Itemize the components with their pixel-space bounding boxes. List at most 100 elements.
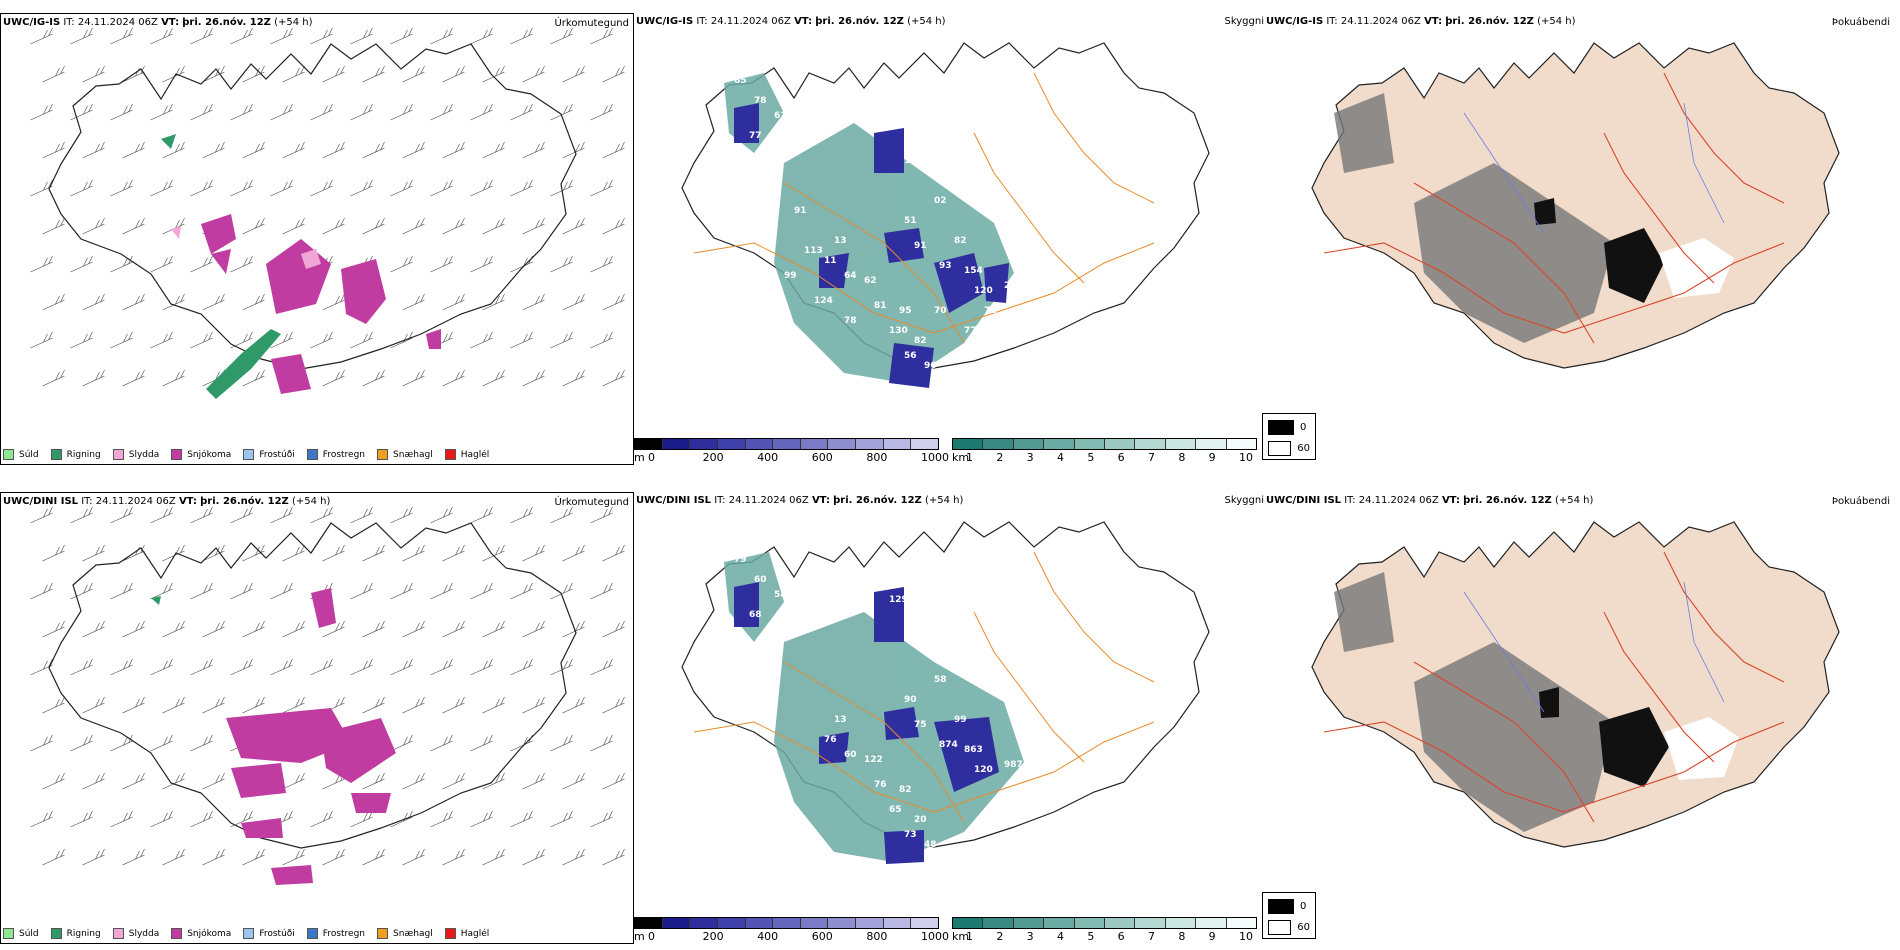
visibility-map-top: 65 78 61 77 65 95 100 02 02 51 91 82 93 154 120 214 13 11… (681, 42, 1210, 388)
colorbar-tick-label: 5 (1087, 451, 1095, 464)
wind-barb (42, 848, 65, 866)
wind-barb (350, 506, 373, 524)
colorbar-segment (1013, 439, 1045, 449)
colorbar-segment (800, 918, 829, 928)
wind-barb (550, 179, 573, 197)
wind-barb (522, 65, 545, 83)
colorbar-tick-label: 600 (811, 930, 833, 943)
colorbar-segment (1196, 918, 1227, 928)
wind-barb (202, 544, 225, 562)
legend-swatch (171, 928, 183, 939)
colorbar-tick-label: 8 (1178, 451, 1186, 464)
wind-barb (82, 369, 105, 387)
visibility-value-label: 51 (904, 216, 917, 226)
wind-barb (150, 810, 173, 828)
wind-barb (310, 103, 333, 121)
colorbar-tick-label: 8 (1178, 930, 1186, 943)
fog-panel-top: UWC/IG-IS IT: 24.11.2024 06Z VT: þri. 26… (1262, 13, 1900, 465)
wind-barb (30, 103, 53, 121)
wind-barb (162, 65, 185, 83)
fog-legend-label: 0 (1300, 901, 1307, 912)
colorbar-tick-label: 400 (757, 451, 779, 464)
visibility-value-label: 68 (749, 610, 762, 620)
panel-title-visibility-bottom: Skyggni (1224, 495, 1264, 506)
visibility-value-label: 78 (754, 96, 767, 106)
wind-barb (122, 620, 145, 638)
legend-label: Frostregn (322, 449, 366, 460)
legend-label: Frostúði (259, 449, 295, 460)
visibility-value-label: 58 (934, 675, 947, 685)
visibility-value-label: 130 (889, 326, 908, 336)
colorbar-unit: m (634, 451, 645, 464)
wind-barb (510, 27, 533, 45)
colorbar-tick-label: 6 (1117, 930, 1125, 943)
wind-barb (442, 544, 465, 562)
wind-barb (82, 772, 105, 790)
colorbar-km-bottom (952, 917, 1257, 929)
wind-barb (310, 179, 333, 197)
colorbar-tick-label: 1 (966, 451, 973, 464)
legend-label: Snæhagl (393, 449, 433, 460)
wind-barb (550, 331, 573, 349)
wind-barb (562, 217, 585, 235)
colorbar-tick-label: 6 (1117, 451, 1125, 464)
fog-legend-label: 60 (1297, 922, 1310, 933)
legend-swatch (3, 449, 14, 460)
wind-barb (110, 331, 133, 349)
legend-swatch (306, 449, 318, 460)
wind-barb (402, 772, 425, 790)
wind-barb (510, 734, 533, 752)
wind-barb (42, 544, 65, 562)
wind-barb (110, 506, 133, 524)
colorbar-segment (1074, 918, 1106, 928)
colorbar-unit: km (952, 930, 970, 943)
fog-legend-row: 0 (1268, 899, 1310, 914)
colorbar-segment (883, 918, 912, 928)
wind-barb (162, 369, 185, 387)
wind-barb (602, 217, 625, 235)
colorbar-tick-label: 0 (648, 930, 655, 943)
wind-barb (590, 506, 613, 524)
wind-barb (350, 179, 373, 197)
wind-barb (42, 141, 65, 159)
fog-legend-swatch (1268, 920, 1292, 935)
wind-barb (30, 810, 53, 828)
colorbar-segment (828, 918, 857, 928)
visibility-value-label: 113 (804, 246, 823, 256)
wind-barb (402, 293, 425, 311)
wind-barb (202, 772, 225, 790)
wind-barb (70, 582, 93, 600)
wind-barb (190, 103, 213, 121)
panel-header-top-precip: UWC/IG-IS IT: 24.11.2024 06Z VT: þri. 26… (3, 17, 313, 28)
wind-barb (510, 331, 533, 349)
wind-barb (110, 103, 133, 121)
wind-barb (110, 179, 133, 197)
panel-header-bottom-precip: UWC/DINI ISL IT: 24.11.2024 06Z VT: þri.… (3, 496, 331, 507)
wind-barb (30, 179, 53, 197)
colorbar-segment (1074, 439, 1106, 449)
wind-barb (110, 27, 133, 45)
wind-barb (442, 141, 465, 159)
wind-barb (310, 331, 333, 349)
wind-barb (402, 848, 425, 866)
colorbar-tick-label: 200 (702, 451, 724, 464)
wind-barb (442, 772, 465, 790)
wind-barb (390, 179, 413, 197)
wind-barb (562, 620, 585, 638)
wind-barb (470, 331, 493, 349)
wind-barb (42, 293, 65, 311)
wind-barb (430, 582, 453, 600)
wind-barb (202, 65, 225, 83)
wind-barb (390, 582, 413, 600)
wind-barb (122, 848, 145, 866)
wind-barb (522, 293, 545, 311)
wind-barb (442, 65, 465, 83)
colorbar-segment (1044, 918, 1075, 928)
legend-swatch (243, 449, 255, 460)
visibility-value-label: 81 (874, 301, 887, 311)
visibility-value-label: 11 (824, 256, 837, 266)
colorbar-tick-label: 0 (648, 451, 655, 464)
wind-barb (190, 331, 213, 349)
colorbar-segment (856, 439, 884, 449)
visibility-panel-bottom: 79 60 58 68 47 129 48 209 58 90 75 99 874 863 120 987 13… (634, 492, 1264, 944)
